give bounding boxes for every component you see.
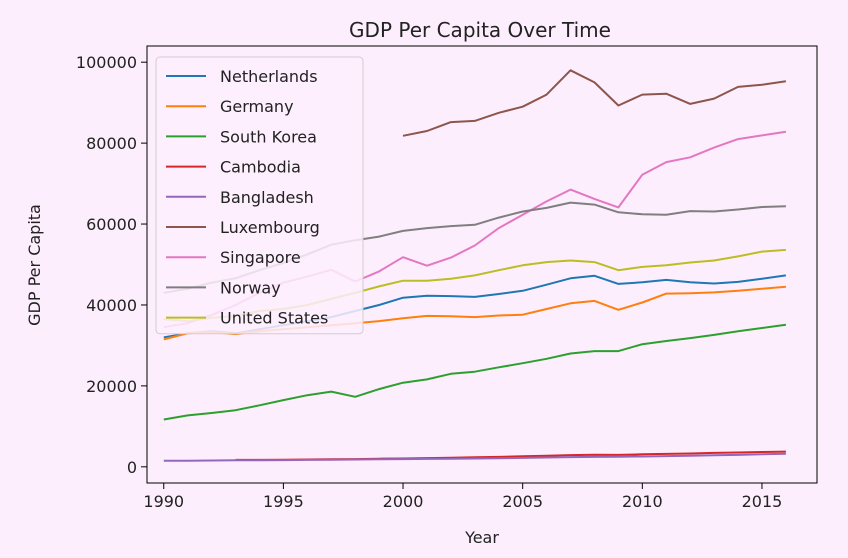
- legend: Netherlands Germany South Korea Cambodia Ban…: [155, 56, 364, 335]
- legend-label-united-states: United States: [220, 309, 328, 328]
- legend-label-cambodia: Cambodia: [220, 158, 301, 177]
- y-tick-label: 20000: [86, 377, 137, 396]
- x-tick-label: 2015: [742, 492, 783, 511]
- x-tick-label: 2005: [502, 492, 543, 511]
- y-tick-label: 80000: [86, 134, 137, 153]
- series-line-south-korea: [163, 323, 787, 421]
- legend-label-bangladesh: Bangladesh: [220, 188, 314, 207]
- y-axis-title: GDP Per Capita: [25, 204, 44, 326]
- y-tick-label: 0: [127, 458, 137, 477]
- ticks-layer: 1990 1995 2000 2005 2010 2015 0 20000 40000 60000…: [76, 53, 782, 511]
- legend-label-netherlands: Netherlands: [220, 67, 318, 86]
- chart-title: GDP Per Capita Over Time: [349, 18, 611, 42]
- legend-label-south-korea: South Korea: [220, 127, 317, 146]
- x-tick-label: 2000: [383, 492, 424, 511]
- legend-box: [155, 56, 364, 335]
- series-line-luxembourg: [402, 69, 787, 137]
- legend-label-norway: Norway: [220, 278, 281, 297]
- legend-label-germany: Germany: [220, 97, 294, 116]
- y-tick-label: 60000: [86, 215, 137, 234]
- x-tick-label: 2010: [622, 492, 663, 511]
- legend-label-singapore: Singapore: [220, 248, 301, 267]
- series-line-bangladesh: [163, 452, 786, 462]
- y-tick-label: 40000: [86, 296, 137, 315]
- x-tick-label: 1990: [143, 492, 184, 511]
- x-axis-title: Year: [464, 528, 499, 547]
- legend-label-luxembourg: Luxembourg: [220, 218, 320, 237]
- x-tick-label: 1995: [263, 492, 304, 511]
- y-tick-label: 100000: [76, 53, 137, 72]
